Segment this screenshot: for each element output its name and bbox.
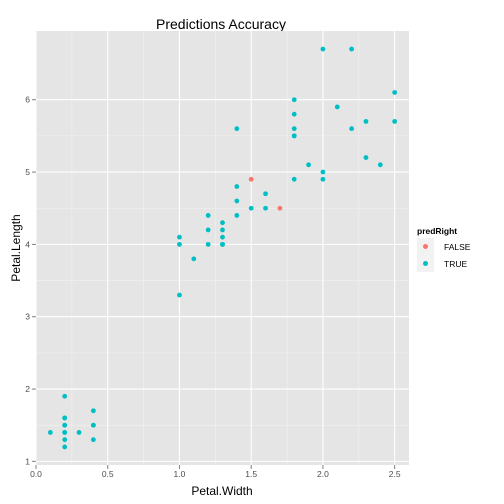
point-true	[234, 213, 240, 218]
point-true	[62, 422, 68, 428]
y-tick-label: 4	[25, 239, 30, 249]
point-true	[291, 133, 297, 139]
data-points	[47, 46, 398, 450]
point-false	[248, 176, 254, 182]
point-true	[291, 111, 297, 117]
point-true	[234, 198, 240, 204]
point-true	[377, 162, 383, 168]
legend-item-true: TRUE	[417, 255, 467, 272]
point-true	[90, 422, 96, 428]
plot-panel	[35, 31, 409, 465]
legend-swatch-false	[423, 244, 428, 249]
chart-title: Predictions Accuracy	[156, 16, 286, 32]
point-true	[220, 234, 225, 240]
point-true	[205, 241, 211, 247]
point-true	[306, 162, 311, 168]
point-true	[263, 191, 268, 197]
y-axis-title: Petal.Length	[9, 214, 23, 281]
point-true	[220, 220, 225, 226]
point-true	[220, 241, 225, 247]
point-true	[90, 408, 96, 414]
point-true	[392, 90, 398, 95]
x-tick-label: 0.0	[30, 469, 42, 479]
point-true	[62, 415, 68, 421]
point-true	[291, 97, 297, 103]
point-true	[205, 227, 211, 233]
plot-background	[36, 31, 409, 465]
legend-item-false: FALSE	[417, 238, 471, 255]
y-tick-label: 5	[25, 167, 30, 177]
y-tick-label: 2	[25, 384, 30, 394]
point-true	[234, 126, 240, 132]
legend-label-false: FALSE	[444, 242, 471, 252]
y-tick-label: 6	[25, 95, 30, 105]
major-gridlines	[35, 31, 409, 465]
x-axis-title: Petal.Width	[191, 484, 252, 498]
point-true	[320, 169, 326, 175]
point-true	[47, 430, 53, 435]
point-true	[248, 205, 254, 211]
x-tick-label: 1.0	[174, 469, 186, 479]
legend-swatch-true	[423, 261, 428, 266]
point-true	[320, 46, 326, 52]
point-true	[349, 46, 355, 52]
x-tick-label: 2.5	[389, 469, 401, 479]
point-true	[177, 241, 182, 247]
point-true	[392, 119, 398, 124]
point-true	[349, 126, 355, 132]
x-tick-label: 1.5	[245, 469, 257, 479]
point-true	[76, 430, 82, 435]
point-false	[277, 205, 283, 211]
point-true	[220, 227, 225, 233]
point-true	[291, 176, 297, 182]
x-tick-label: 0.5	[102, 469, 114, 479]
point-true	[90, 437, 96, 443]
x-tick-label: 2.0	[317, 469, 329, 479]
point-true	[363, 155, 369, 160]
point-true	[263, 205, 268, 211]
point-true	[363, 119, 369, 124]
y-tick-label: 3	[25, 312, 30, 322]
minor-gridlines	[36, 31, 409, 465]
legend-label-true: TRUE	[444, 259, 467, 269]
point-true	[62, 393, 68, 399]
point-true	[334, 104, 340, 110]
x-axis: 0.0 0.5 1.0 1.5 2.0 2.5	[30, 465, 401, 479]
point-true	[62, 430, 68, 435]
point-true	[320, 176, 326, 182]
point-true	[177, 292, 182, 298]
point-true	[191, 256, 197, 262]
point-true	[234, 184, 240, 189]
legend-title: predRight	[417, 226, 457, 236]
point-true	[291, 126, 297, 132]
y-tick-label: 1	[25, 456, 30, 466]
legend: predRight FALSE TRUE	[417, 226, 471, 272]
point-true	[205, 213, 211, 218]
point-true	[177, 234, 182, 240]
point-true	[62, 444, 68, 450]
point-true	[62, 437, 68, 443]
y-axis: 1 2 3 4 5 6	[25, 95, 36, 466]
